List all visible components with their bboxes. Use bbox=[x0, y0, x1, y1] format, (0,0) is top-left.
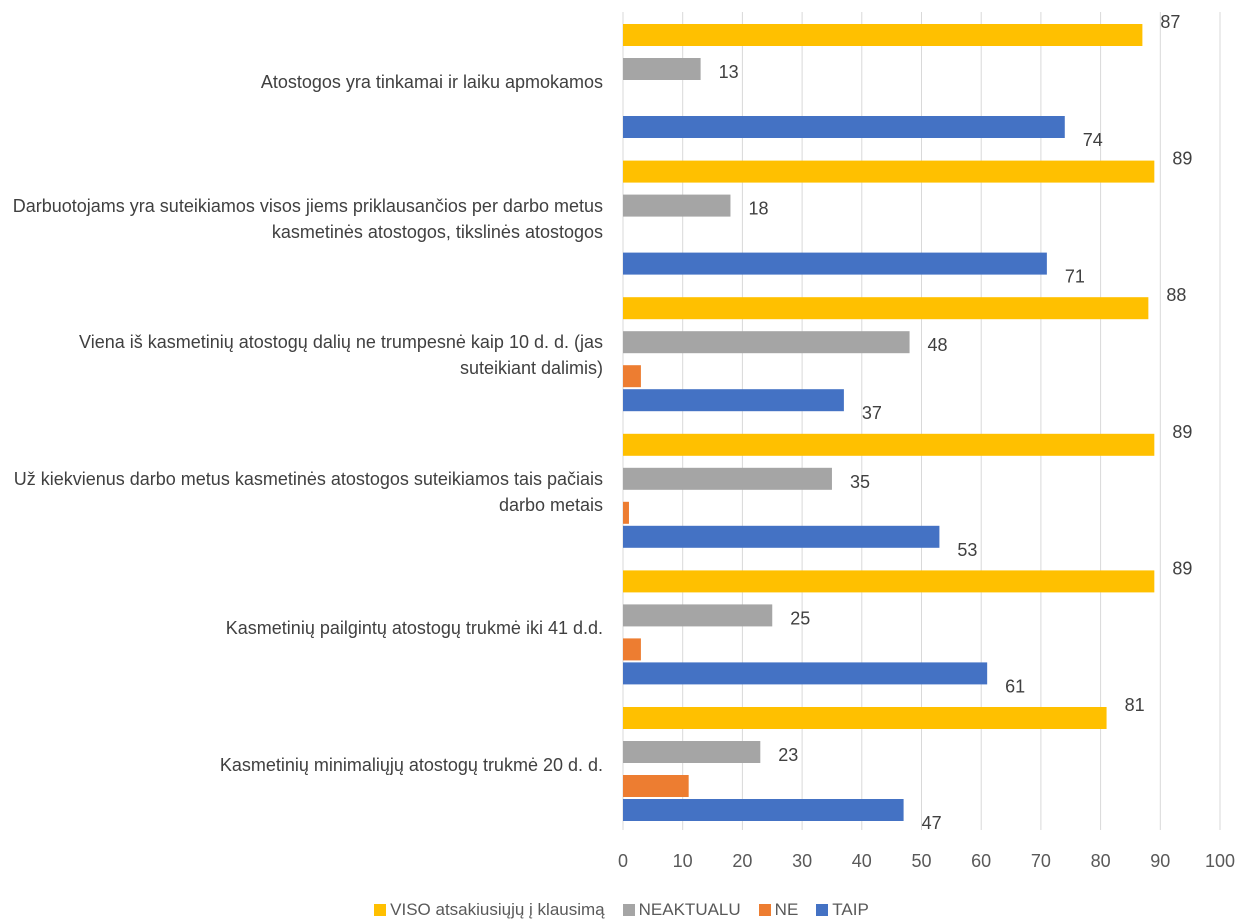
legend-item: TAIP bbox=[816, 900, 869, 920]
data-label: 88 bbox=[1166, 285, 1186, 305]
x-tick-label: 90 bbox=[1150, 851, 1170, 871]
bar-neaktualu bbox=[623, 194, 731, 217]
bars: 87 13 74 89 18 71 88 48 37 89 35 53 89 25 61 81 23 47 bbox=[623, 12, 1192, 833]
data-label: 35 bbox=[850, 472, 870, 492]
bar-ne bbox=[623, 775, 689, 797]
category-label: Kasmetinių minimaliųjų atostogų trukmė 2… bbox=[219, 755, 603, 775]
category-label: Už kiekvienus darbo metus kasmetinės ato… bbox=[13, 468, 603, 515]
bar-viso-atsakiusi-j-klausim bbox=[623, 297, 1149, 320]
x-tick-label: 30 bbox=[792, 851, 812, 871]
data-label: 89 bbox=[1172, 422, 1192, 442]
bar-taip bbox=[623, 389, 844, 412]
data-label: 25 bbox=[790, 608, 810, 628]
data-label: 37 bbox=[862, 403, 882, 423]
bar-viso-atsakiusi-j-klausim bbox=[623, 24, 1143, 46]
x-tick-label: 40 bbox=[852, 851, 872, 871]
bar-ne bbox=[623, 365, 641, 388]
x-tick-label: 80 bbox=[1091, 851, 1111, 871]
x-axis-ticks: 0 10 20 30 40 50 60 70 80 90 100 bbox=[618, 851, 1235, 871]
legend-item: NEAKTUALU bbox=[622, 900, 741, 920]
bar-viso-atsakiusi-j-klausim bbox=[623, 433, 1155, 456]
legend-label: NEAKTUALU bbox=[638, 900, 741, 919]
bar-taip bbox=[623, 116, 1065, 138]
legend-label: TAIP bbox=[832, 900, 869, 919]
legend-swatch bbox=[758, 904, 771, 916]
legend-swatch bbox=[374, 904, 387, 916]
legend-item: VISO atsakiusiųjų į klausimą bbox=[374, 900, 605, 920]
x-tick-label: 100 bbox=[1205, 851, 1235, 871]
data-label: 74 bbox=[1083, 130, 1103, 150]
x-tick-label: 10 bbox=[673, 851, 693, 871]
bar-taip bbox=[623, 525, 940, 548]
x-tick-label: 0 bbox=[618, 851, 628, 871]
data-label: 89 bbox=[1172, 149, 1192, 169]
data-label: 61 bbox=[1005, 676, 1025, 696]
bar-taip bbox=[623, 252, 1047, 275]
data-label: 13 bbox=[719, 62, 739, 82]
legend-item: NE bbox=[758, 900, 799, 920]
data-label: 71 bbox=[1065, 267, 1085, 287]
bar-viso-atsakiusi-j-klausim bbox=[623, 160, 1155, 183]
legend: VISO atsakiusiųjų į klausimą NEAKTUALU NE T… bbox=[0, 900, 1243, 920]
bar-ne bbox=[623, 501, 629, 524]
legend-label: NE bbox=[774, 900, 799, 919]
bar-ne bbox=[623, 638, 641, 661]
bar-viso-atsakiusi-j-klausim bbox=[623, 570, 1155, 593]
data-label: 89 bbox=[1172, 558, 1192, 578]
category-label: Kasmetinių pailgintų atostogų trukmė iki… bbox=[225, 618, 603, 639]
data-label: 81 bbox=[1125, 695, 1145, 715]
bar-taip bbox=[623, 662, 988, 685]
bar-neaktualu bbox=[623, 604, 773, 627]
bar-neaktualu bbox=[623, 741, 761, 763]
legend-label: VISO atsakiusiųjų į klausimą bbox=[390, 900, 605, 919]
data-label: 47 bbox=[922, 813, 942, 833]
data-label: 18 bbox=[748, 199, 768, 219]
legend-swatch bbox=[816, 904, 829, 916]
bar-neaktualu bbox=[623, 467, 832, 490]
bar-neaktualu bbox=[623, 58, 701, 80]
gridlines bbox=[622, 12, 1221, 830]
x-tick-label: 50 bbox=[911, 851, 931, 871]
x-tick-label: 20 bbox=[732, 851, 752, 871]
data-label: 23 bbox=[778, 745, 798, 765]
category-label: Atostogos yra tinkamai ir laiku apmokamo… bbox=[260, 72, 603, 92]
x-tick-label: 70 bbox=[1031, 851, 1051, 871]
bar-neaktualu bbox=[623, 331, 910, 354]
data-label: 48 bbox=[928, 335, 948, 355]
data-label: 87 bbox=[1160, 12, 1180, 32]
legend-swatch bbox=[622, 904, 635, 916]
x-tick-label: 60 bbox=[971, 851, 991, 871]
category-label: Darbuotojams yra suteikiamos visos jiems… bbox=[12, 195, 603, 242]
category-label: Viena iš kasmetinių atostogų dalių ne tr… bbox=[79, 332, 603, 379]
bar-viso-atsakiusi-j-klausim bbox=[623, 707, 1107, 729]
bar-taip bbox=[623, 799, 904, 821]
data-label: 53 bbox=[957, 540, 977, 560]
